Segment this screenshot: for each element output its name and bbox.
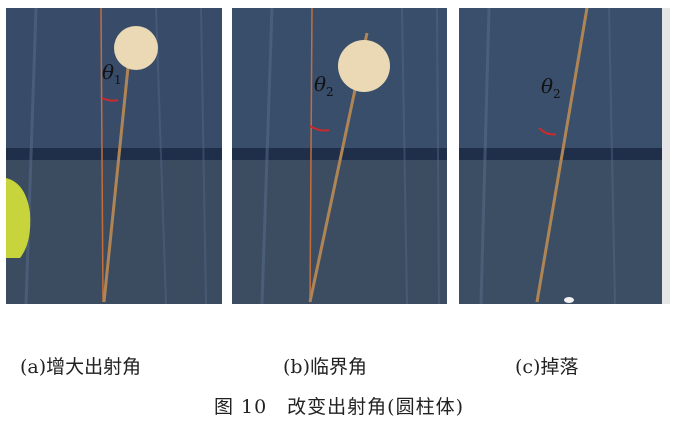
ball <box>114 26 158 70</box>
ball <box>338 40 390 92</box>
caption-critical-angle: (b)临界角 <box>283 356 367 378</box>
figure-title: 图 10 改变出射角(圆柱体) <box>213 396 465 418</box>
angle-arc <box>101 97 119 102</box>
tilted-rod <box>535 8 589 303</box>
photo-scene-b <box>232 8 447 304</box>
vertical-guide-line <box>100 8 104 303</box>
photo-panel-b: θ2 <box>232 8 447 304</box>
photo-scene-a <box>6 8 222 304</box>
vertical-guide-line <box>309 8 313 303</box>
dark-band <box>232 148 447 160</box>
ruler-strip <box>662 8 670 304</box>
dark-band <box>459 148 670 160</box>
angle-label-theta-2: θ2 <box>314 72 334 99</box>
photo-scene-c <box>459 8 670 304</box>
angle-label-theta-1: θ1 <box>102 60 122 87</box>
photo-panel-a: θ1 <box>6 8 222 304</box>
angle-label-theta-2: θ2 <box>541 74 561 101</box>
photo-panel-c: θ2 <box>459 8 670 304</box>
caption-increase-exit-angle: (a)增大出射角 <box>20 356 142 378</box>
yellow-object <box>6 178 31 258</box>
dark-band <box>6 148 222 160</box>
fallen-object <box>564 297 574 303</box>
tilted-rod <box>102 37 133 303</box>
angle-arc <box>538 127 557 136</box>
angle-arc <box>309 125 330 132</box>
caption-fall-off: (c)掉落 <box>515 356 579 378</box>
